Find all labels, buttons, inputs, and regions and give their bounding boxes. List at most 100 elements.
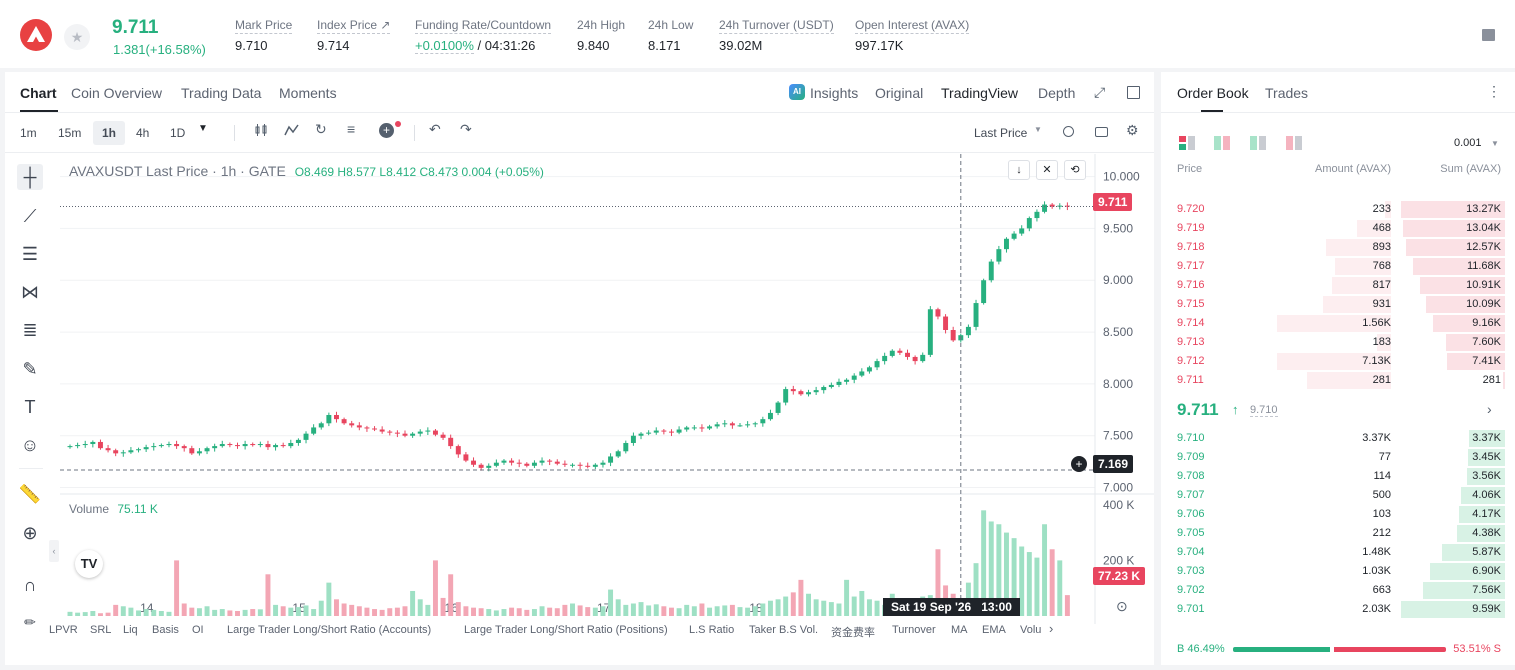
- indicator-basis[interactable]: Basis: [152, 624, 179, 636]
- bid-row[interactable]: 9.708 114 3.56K: [1171, 467, 1505, 486]
- tab-trading-data[interactable]: Trading Data: [181, 85, 262, 101]
- zoom-in-tool-icon[interactable]: ⊕: [22, 523, 38, 543]
- emoji-tool-icon[interactable]: ☺: [20, 435, 40, 455]
- indicator-srl[interactable]: SRL: [90, 624, 112, 636]
- horizontal-lines-tool-icon[interactable]: ☰: [21, 244, 39, 264]
- trend-line-tool-icon[interactable]: ⟋: [23, 206, 37, 226]
- search-icon[interactable]: [1063, 126, 1074, 137]
- bid-row[interactable]: 9.704 1.48K 5.87K: [1171, 543, 1505, 562]
- precision-select[interactable]: 0.001: [1454, 137, 1482, 149]
- add-alert-plus-icon[interactable]: +: [1071, 456, 1087, 472]
- guide-book-icon[interactable]: [1482, 29, 1495, 41]
- mark-price-label[interactable]: Mark Price: [235, 18, 293, 34]
- indicator-funding-rate[interactable]: 资金费率: [831, 627, 875, 639]
- interval-1d[interactable]: 1D: [170, 126, 186, 140]
- time-settings-icon[interactable]: ⊙: [1116, 598, 1128, 614]
- bid-row[interactable]: 9.702 663 7.56K: [1171, 581, 1505, 600]
- tab-moments[interactable]: Moments: [279, 85, 337, 101]
- bid-row[interactable]: 9.701 2.03K 9.59K: [1171, 600, 1505, 619]
- collapse-toolbar-icon[interactable]: ‹: [49, 540, 59, 562]
- bid-row[interactable]: 9.710 3.37K 3.37K: [1171, 429, 1505, 448]
- interval-15m[interactable]: 15m: [58, 126, 82, 140]
- view-original[interactable]: Original: [875, 85, 924, 101]
- view-insights[interactable]: Insights: [810, 85, 859, 101]
- indicator-turnover[interactable]: Turnover: [892, 624, 936, 636]
- interval-dropdown-icon[interactable]: ▼: [198, 123, 208, 134]
- ask-row[interactable]: 9.719 468 13.04K: [1171, 219, 1505, 238]
- interval-4h[interactable]: 4h: [136, 126, 150, 140]
- collapse-icon[interactable]: ✕: [1036, 160, 1058, 180]
- candlestick-chart[interactable]: 10.000 9.500 9.000 8.500 8.000 7.500 7.000 400 …: [60, 154, 1154, 624]
- view-depth[interactable]: Depth: [1038, 85, 1076, 101]
- bid-row[interactable]: 9.706 103 4.17K: [1171, 505, 1505, 524]
- pattern-tool-icon[interactable]: ⋈: [21, 282, 39, 302]
- indicator-lpvr[interactable]: LPVR: [49, 624, 78, 636]
- settings-gear-icon[interactable]: ⚙: [1126, 122, 1139, 138]
- view-bids-icon[interactable]: [1250, 136, 1266, 150]
- price-type-select[interactable]: Last Price: [974, 126, 1028, 140]
- indicator-ma[interactable]: MA: [951, 624, 968, 636]
- ask-row[interactable]: 9.713 183 7.60K: [1171, 333, 1505, 352]
- bid-row[interactable]: 9.703 1.03K 6.90K: [1171, 562, 1505, 581]
- ask-row[interactable]: 9.714 1.56K 9.16K: [1171, 314, 1505, 333]
- more-menu-icon[interactable]: ⋮: [1487, 83, 1501, 99]
- bid-row[interactable]: 9.707 500 4.06K: [1171, 486, 1505, 505]
- ask-row[interactable]: 9.711 281 281: [1171, 371, 1505, 390]
- indicator-ls-accounts[interactable]: Large Trader Long/Short Ratio (Accounts): [227, 624, 432, 636]
- precision-dropdown-icon[interactable]: ▼: [1491, 139, 1499, 148]
- templates-icon[interactable]: ≡: [347, 121, 356, 137]
- chevron-right-icon[interactable]: ›: [1487, 401, 1492, 417]
- view-tradingview[interactable]: TradingView: [941, 85, 1019, 101]
- tab-trades[interactable]: Trades: [1265, 85, 1309, 101]
- text-tool-icon[interactable]: T: [24, 397, 36, 417]
- ask-row[interactable]: 9.715 931 10.09K: [1171, 295, 1505, 314]
- tab-chart[interactable]: Chart: [20, 85, 57, 101]
- indicator-liq[interactable]: Liq: [123, 624, 138, 636]
- bid-row[interactable]: 9.709 77 3.45K: [1171, 448, 1505, 467]
- funding-rate-label[interactable]: Funding Rate/Countdown: [415, 18, 552, 34]
- mid-mark-price[interactable]: 9.710: [1250, 404, 1278, 417]
- fullscreen-icon[interactable]: ⤢: [1094, 84, 1106, 100]
- ask-row[interactable]: 9.716 817 10.91K: [1171, 276, 1505, 295]
- undo-icon[interactable]: ↶: [429, 121, 441, 137]
- replay-icon[interactable]: ↻: [315, 121, 327, 137]
- ask-row[interactable]: 9.712 7.13K 7.41K: [1171, 352, 1505, 371]
- interval-1m[interactable]: 1m: [20, 126, 37, 140]
- tab-order-book[interactable]: Order Book: [1177, 85, 1249, 101]
- window-mode-icon[interactable]: [1127, 86, 1140, 99]
- indicators-icon[interactable]: [284, 123, 299, 140]
- candle-type-icon[interactable]: [254, 123, 268, 140]
- price-type-dropdown-icon[interactable]: ▼: [1034, 125, 1042, 134]
- favorite-star-icon[interactable]: ★: [64, 24, 90, 50]
- ruler-tool-icon[interactable]: 📏: [18, 484, 42, 504]
- add-indicator-icon[interactable]: +: [379, 123, 394, 138]
- indicator-scroll-right-icon[interactable]: ›: [1049, 621, 1054, 636]
- view-split-icon[interactable]: [1214, 136, 1230, 150]
- crosshair-tool-icon[interactable]: ┼: [17, 164, 43, 190]
- ask-row[interactable]: 9.720 233 13.27K: [1171, 200, 1505, 219]
- fib-tool-icon[interactable]: ≣: [22, 320, 38, 340]
- reset-chart-icon[interactable]: ⟲: [1064, 160, 1086, 180]
- draw-lock-icon[interactable]: ✏: [24, 614, 36, 630]
- turnover-label[interactable]: 24h Turnover (USDT): [719, 18, 834, 34]
- open-interest-label[interactable]: Open Interest (AVAX): [855, 18, 970, 34]
- view-both-icon[interactable]: [1179, 136, 1195, 150]
- indicator-taker-vol[interactable]: Taker B.S Vol.: [749, 624, 819, 636]
- indicator-ema[interactable]: EMA: [982, 624, 1006, 636]
- scroll-down-icon[interactable]: ↓: [1008, 160, 1030, 180]
- camera-icon[interactable]: [1095, 127, 1108, 137]
- indicator-volume[interactable]: Volu: [1020, 624, 1042, 636]
- magnet-tool-icon[interactable]: ∩: [23, 575, 37, 595]
- ask-row[interactable]: 9.717 768 11.68K: [1171, 257, 1505, 276]
- indicator-ls-positions[interactable]: Large Trader Long/Short Ratio (Positions…: [464, 624, 668, 636]
- interval-1h[interactable]: 1h: [93, 121, 126, 145]
- tab-coin-overview[interactable]: Coin Overview: [71, 85, 163, 101]
- view-asks-icon[interactable]: [1286, 136, 1302, 150]
- indicator-oi[interactable]: OI: [192, 624, 204, 636]
- bid-row[interactable]: 9.705 212 4.38K: [1171, 524, 1505, 543]
- indicator-ls-ratio[interactable]: L.S Ratio: [689, 624, 735, 636]
- redo-icon[interactable]: ↷: [460, 121, 472, 137]
- ask-row[interactable]: 9.718 893 12.57K: [1171, 238, 1505, 257]
- brush-tool-icon[interactable]: ✎: [22, 359, 38, 379]
- index-price-label[interactable]: Index Price ↗: [317, 18, 391, 34]
